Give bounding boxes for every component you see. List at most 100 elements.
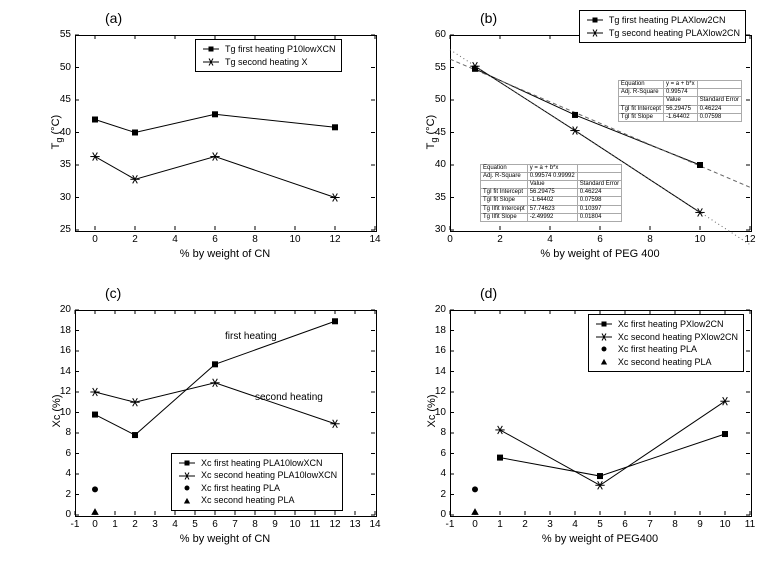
legend-item: Xc first heating PLA10lowXCN: [177, 457, 337, 470]
legend-label: Tg first heating PLAXlow2CN: [609, 14, 726, 27]
fit-cell: 0.07598: [577, 197, 621, 205]
legend-item: Xc first heating PLA: [177, 482, 337, 495]
legend-a: Tg first heating P10lowXCN Tg second hea…: [195, 39, 342, 72]
x-tick-label: 14: [367, 519, 383, 530]
fit-cell: Adj. R-Square: [481, 172, 528, 180]
x-tick-label: 7: [642, 519, 658, 530]
legend-label: Tg second heating PLAXlow2CN: [609, 27, 740, 40]
legend-label: Xc second heating PLA: [618, 356, 712, 369]
fit-cell: [577, 164, 621, 172]
fit-cell: 0.46224: [577, 189, 621, 197]
x-tick-label: 0: [87, 519, 103, 530]
legend-item: Tg first heating PLAXlow2CN: [585, 14, 740, 27]
fit-cell: Equation: [618, 81, 663, 89]
x-tick-label: 4: [167, 234, 183, 245]
annotation-text: first heating: [225, 331, 277, 342]
x-tick-label: 2: [127, 519, 143, 530]
annotation-text: second heating: [255, 392, 323, 403]
legend-item: Xc second heating PXlow2CN: [594, 331, 738, 344]
y-tick-label: 55: [435, 62, 446, 73]
x-tick-label: 9: [692, 519, 708, 530]
fit-cell: 56.29475: [527, 189, 577, 197]
legend-c: Xc first heating PLA10lowXCN Xc second h…: [171, 453, 343, 511]
fit-table-b-0: Equationy = a + b*xAdj. R-Square0.99574V…: [618, 80, 742, 122]
y-tick-label: 60: [435, 29, 446, 40]
y-tick-label: 18: [435, 325, 446, 336]
y-tick-label: 4: [65, 468, 71, 479]
y-axis-label-b: Tg (°C): [425, 102, 439, 162]
fit-cell: -1.64402: [663, 113, 697, 121]
fit-cell: y = a + b*x: [663, 81, 697, 89]
panel-c: (c)-101234567891011121314024681012141618…: [20, 285, 385, 560]
x-tick-label: 14: [367, 234, 383, 245]
panel-d: (d)-10123456789101102468101214161820% by…: [395, 285, 760, 560]
fit-cell: Tg IIfit Slope: [481, 213, 528, 221]
panel-a: (a)0246810121425303540455055% by weight …: [20, 10, 385, 275]
fit-cell: 0.46224: [697, 105, 741, 113]
x-tick-label: 4: [542, 234, 558, 245]
x-tick-label: 8: [667, 519, 683, 530]
x-tick-label: 2: [127, 234, 143, 245]
legend-label: Xc second heating PXlow2CN: [618, 331, 738, 344]
fit-cell: Standard Error: [697, 97, 741, 105]
x-tick-label: 13: [347, 519, 363, 530]
x-tick-label: 0: [442, 234, 458, 245]
fit-cell: TgI fit Intercept: [618, 105, 663, 113]
panel-label-b: (b): [480, 10, 497, 26]
y-tick-label: 2: [440, 489, 446, 500]
panel-label-d: (d): [480, 285, 497, 301]
legend-item: Xc second heating PLA: [594, 356, 738, 369]
y-tick-label: 8: [440, 427, 446, 438]
y-tick-label: 35: [435, 192, 446, 203]
y-tick-label: 14: [60, 366, 71, 377]
fit-cell: 0.10397: [577, 205, 621, 213]
x-tick-label: 1: [492, 519, 508, 530]
x-tick-label: 3: [147, 519, 163, 530]
fit-cell: Adj. R-Square: [618, 89, 663, 97]
legend-item: Xc second heating PLA: [177, 494, 337, 507]
fit-cell: [697, 89, 741, 97]
y-tick-label: 20: [435, 304, 446, 315]
y-tick-label: 6: [440, 448, 446, 459]
x-tick-label: 10: [692, 234, 708, 245]
fit-cell: [697, 81, 741, 89]
fit-cell: 57.74623: [527, 205, 577, 213]
x-tick-label: 5: [592, 519, 608, 530]
y-tick-label: 30: [60, 192, 71, 203]
fit-table-b-1: Equationy = a + b*xAdj. R-Square0.99574 …: [480, 164, 622, 222]
fit-cell: y = a + b*x: [527, 164, 577, 172]
fit-cell: Tg IIfit Intercept: [481, 205, 528, 213]
x-tick-label: 6: [592, 234, 608, 245]
y-axis-label-a: Tg (°C): [50, 102, 64, 162]
x-tick-label: 8: [247, 519, 263, 530]
fit-cell: -2.49992: [527, 213, 577, 221]
x-tick-label: 4: [567, 519, 583, 530]
fit-cell: TgI fit Slope: [481, 197, 528, 205]
x-tick-label: 12: [327, 519, 343, 530]
legend-item: Tg first heating P10lowXCN: [201, 43, 336, 56]
y-tick-label: 8: [65, 427, 71, 438]
x-tick-label: 3: [542, 519, 558, 530]
x-tick-label: 9: [267, 519, 283, 530]
fit-cell: Value: [663, 97, 697, 105]
fit-cell: Equation: [481, 164, 528, 172]
legend-label: Tg second heating X: [225, 56, 308, 69]
x-tick-label: 11: [742, 519, 758, 530]
x-tick-label: 5: [187, 519, 203, 530]
y-tick-label: 50: [60, 62, 71, 73]
fit-cell: [618, 97, 663, 105]
legend-item: Tg second heating PLAXlow2CN: [585, 27, 740, 40]
x-tick-label: 0: [87, 234, 103, 245]
legend-label: Xc first heating PLA: [618, 343, 697, 356]
legend-label: Xc first heating PXlow2CN: [618, 318, 724, 331]
x-tick-label: 12: [327, 234, 343, 245]
y-tick-label: 0: [440, 509, 446, 520]
x-tick-label: 6: [207, 519, 223, 530]
legend-b: Tg first heating PLAXlow2CN Tg second he…: [579, 10, 746, 43]
fit-cell: 0.99574 0.99992: [527, 172, 577, 180]
x-axis-label-b: % by weight of PEG 400: [450, 248, 750, 260]
y-tick-label: 16: [435, 345, 446, 356]
fit-cell: TgI fit Intercept: [481, 189, 528, 197]
fit-cell: 0.07598: [697, 113, 741, 121]
panel-label-c: (c): [105, 285, 121, 301]
